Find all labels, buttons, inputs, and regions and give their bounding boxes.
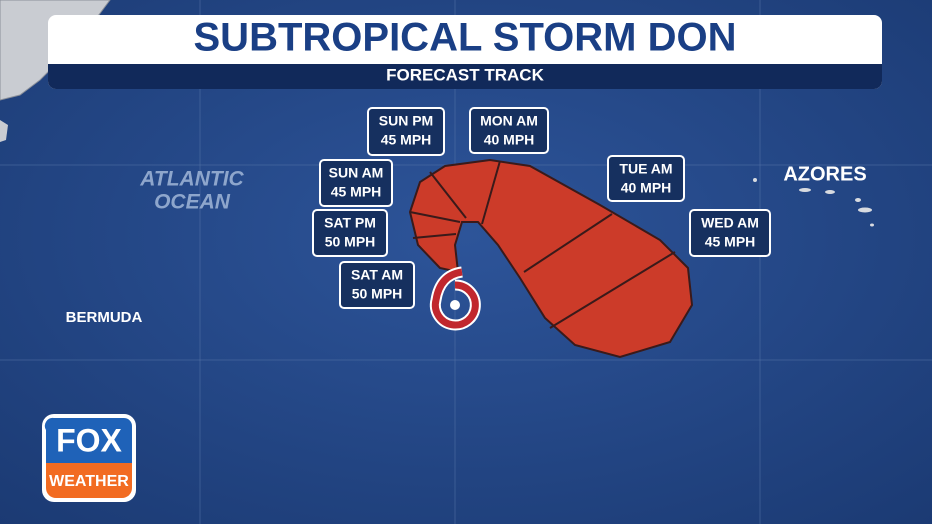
title-banner: SUBTROPICAL STORM DON FORECAST TRACK [48,15,882,89]
forecast-label: SUN AM 45 MPH [319,159,393,207]
label-box [607,155,685,202]
logo-sub: WEATHER [49,473,129,490]
forecast-label: TUE AM 40 MPH [607,155,685,202]
label-time: SUN PM [379,113,433,129]
label-time: SAT AM [351,267,403,283]
label-time: SUN AM [329,165,384,181]
storm-symbol [429,266,481,331]
title: SUBTROPICAL STORM DON [194,16,737,60]
forecast-label: SUN PM 45 MPH [367,107,445,156]
label-box [312,209,388,257]
logo: FOX WEATHER [42,414,136,502]
forecast-label: WED AM 45 MPH [689,209,771,257]
label-box [367,107,445,156]
forecast-label: MON AM 40 MPH [469,107,549,154]
label-time: WED AM [701,215,759,231]
place-label: BERMUDA [66,309,143,326]
label-wind: 45 MPH [381,132,432,148]
label-wind: 50 MPH [352,286,403,302]
ocean-label: ATLANTIC [139,168,244,191]
label-wind: 40 MPH [484,132,535,148]
ocean-label: OCEAN [154,191,231,214]
place-label: AZORES [783,163,866,185]
forecast-label: SAT AM 50 MPH [339,261,415,309]
logo-brand: FOX [56,422,122,458]
forecast-cone [408,158,694,359]
forecast-label: SAT PM 50 MPH [312,209,388,257]
label-wind: 45 MPH [705,234,756,250]
label-box [339,261,415,309]
label-box [689,209,771,257]
label-box [319,159,393,207]
islands [753,178,874,227]
label-wind: 40 MPH [621,180,672,196]
label-time: SAT PM [324,215,376,231]
land [0,120,8,142]
label-wind: 50 MPH [325,234,376,250]
subtitle: FORECAST TRACK [386,65,544,84]
label-time: MON AM [480,113,538,129]
label-box [469,107,549,154]
label-time: TUE AM [619,161,672,177]
label-wind: 45 MPH [331,184,382,200]
